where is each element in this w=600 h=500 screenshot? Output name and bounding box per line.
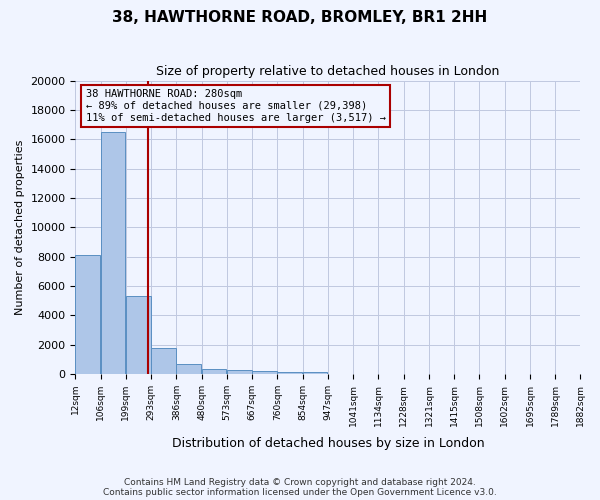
Bar — [151, 348, 176, 374]
Bar — [101, 132, 125, 374]
Text: 38 HAWTHORNE ROAD: 280sqm
← 89% of detached houses are smaller (29,398)
11% of s: 38 HAWTHORNE ROAD: 280sqm ← 89% of detac… — [86, 90, 386, 122]
Bar — [227, 370, 252, 374]
Bar — [176, 364, 202, 374]
Bar — [202, 369, 226, 374]
Bar — [277, 372, 302, 374]
Title: Size of property relative to detached houses in London: Size of property relative to detached ho… — [156, 65, 500, 78]
Bar — [253, 371, 277, 374]
Bar — [126, 296, 151, 374]
X-axis label: Distribution of detached houses by size in London: Distribution of detached houses by size … — [172, 437, 484, 450]
Bar — [303, 372, 328, 374]
Text: 38, HAWTHORNE ROAD, BROMLEY, BR1 2HH: 38, HAWTHORNE ROAD, BROMLEY, BR1 2HH — [112, 10, 488, 25]
Bar — [76, 255, 100, 374]
Y-axis label: Number of detached properties: Number of detached properties — [15, 140, 25, 315]
Text: Contains HM Land Registry data © Crown copyright and database right 2024.
Contai: Contains HM Land Registry data © Crown c… — [103, 478, 497, 497]
